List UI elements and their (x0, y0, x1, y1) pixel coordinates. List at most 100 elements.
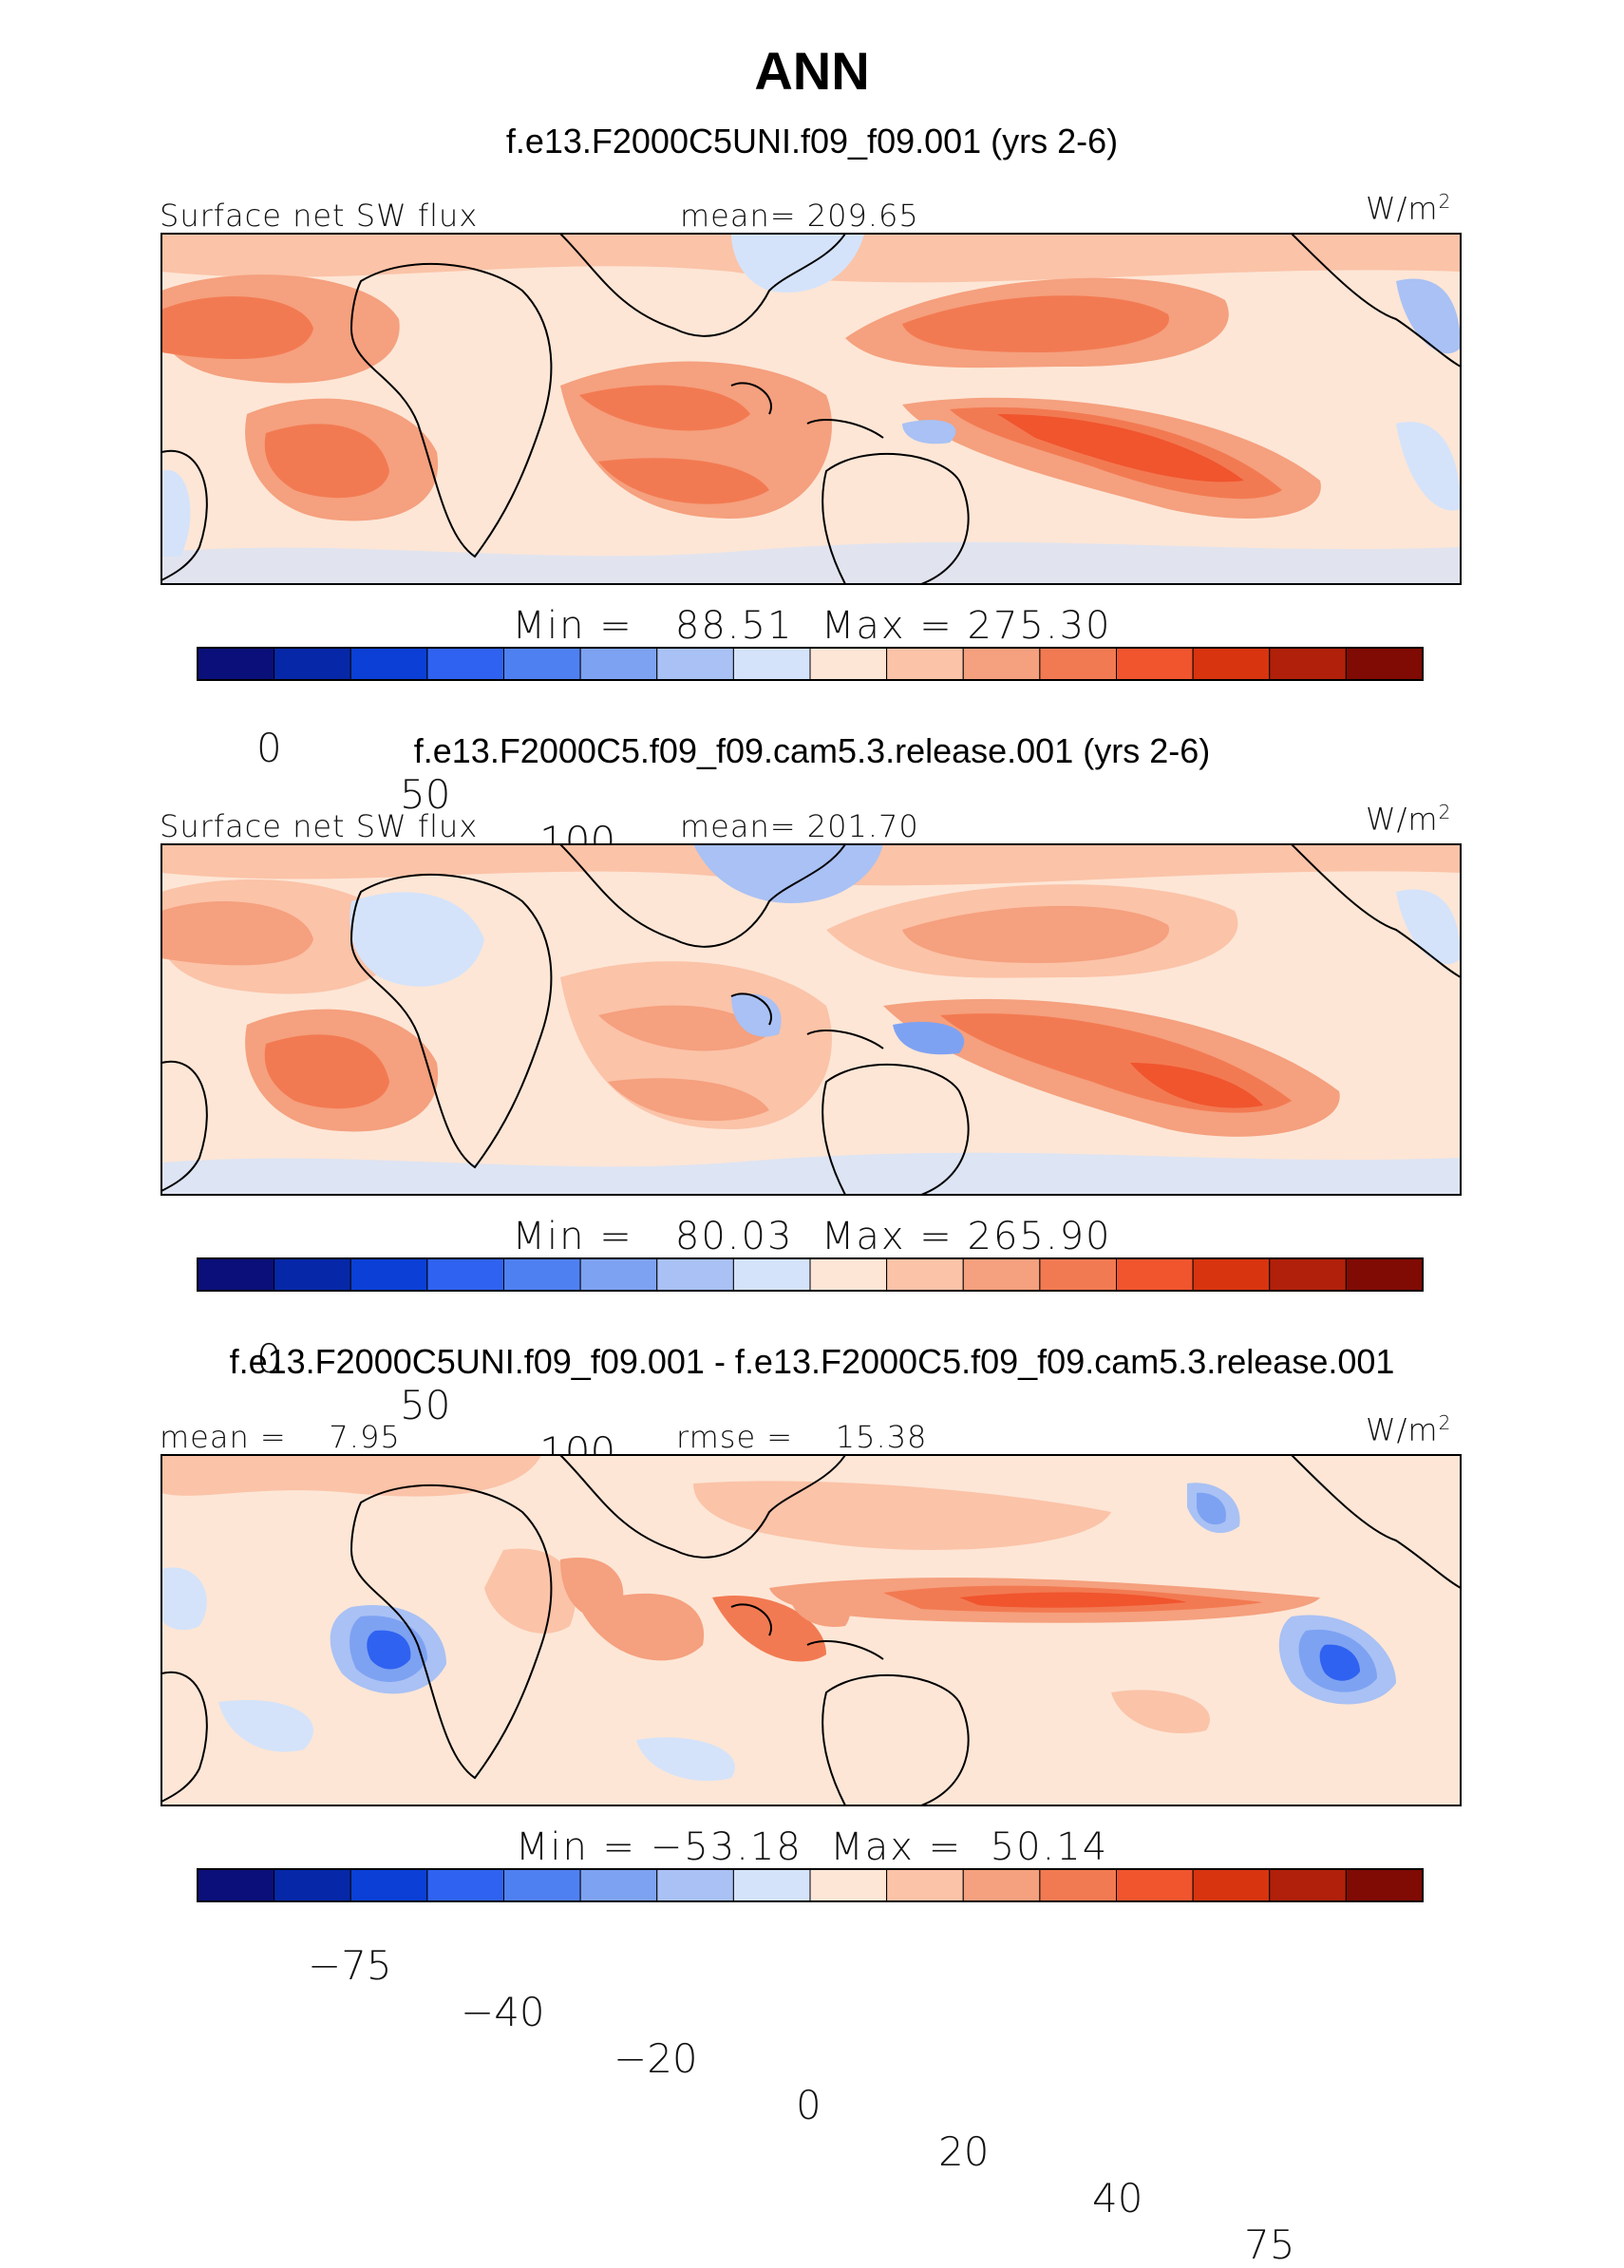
panel-2-case-title: f.e13.F2000C5.f09_f09.cam5.3.release.001… (413, 731, 1211, 770)
panel-3-units: W/m2 (1366, 1411, 1452, 1448)
colorbar-swatch (274, 1257, 351, 1292)
panel-3-tick-label: 0 (796, 2082, 821, 2128)
panel-2-units: W/m2 (1366, 801, 1452, 838)
colorbar-swatch (962, 647, 1041, 681)
maritime-continent-coastline (730, 1603, 884, 1660)
colorbar-swatch (274, 1868, 351, 1902)
africa-coastline (349, 1484, 553, 1780)
panel-3-mean-label: mean = 7.95 (160, 1419, 401, 1455)
colorbar-swatch (1269, 1257, 1347, 1292)
africa-coastline (349, 262, 553, 558)
colorbar-swatch (274, 647, 351, 681)
panel-3-tick-label: −40 (461, 1989, 545, 2035)
colorbar-swatch (732, 647, 811, 681)
panel-2-map (161, 843, 1462, 1196)
colorbar-swatch (503, 647, 581, 681)
panel-1-colorbar (197, 647, 1424, 681)
colorbar-swatch (426, 647, 504, 681)
panel-1-units: W/m2 (1366, 190, 1452, 227)
colorbar-frame (197, 1868, 1424, 1902)
colorbar-swatch (732, 1868, 811, 1902)
panel-3-tick-label: 75 (1244, 2221, 1295, 2268)
panel-3-colorbar-ticks: −75 −40 −20 0 20 40 75 (0, 1896, 1624, 2268)
colorbar-swatch (426, 1257, 504, 1292)
north-america-coastline (1291, 843, 1462, 978)
australia-coastline (821, 1673, 970, 1806)
panel-3-rmse-label: rmse = 15.38 (676, 1419, 928, 1455)
colorbar-swatch (886, 1257, 964, 1292)
colorbar-swatch (1039, 1257, 1117, 1292)
panel-2-colorbar-ticks: 0 50 100 150 200 240 280 320 (0, 1289, 1624, 1708)
colorbar-swatch (656, 647, 734, 681)
colorbar-swatch (1269, 647, 1347, 681)
colorbar-swatch (809, 647, 888, 681)
colorbar-swatch (1192, 647, 1271, 681)
panel-3-min-max: Min = −53.18 Max = 50.14 (515, 1825, 1109, 1869)
colorbar-swatch (886, 647, 964, 681)
asia-coastline (559, 1454, 846, 1559)
panel-3-tick-label: −75 (308, 1942, 392, 1989)
panel-1-colorbar-ticks: 0 50 100 150 200 240 280 320 (0, 678, 1624, 1097)
map-frame (161, 843, 1462, 1196)
maritime-continent-coastline (730, 992, 884, 1049)
colorbar-swatch (1192, 1257, 1271, 1292)
panel-1-variable-label: Surface net SW flux (160, 198, 479, 234)
south-america-coastline (161, 1060, 208, 1192)
colorbar-swatch (349, 1257, 428, 1292)
colorbar-swatch (349, 647, 428, 681)
colorbar-swatch (1039, 1868, 1117, 1902)
panel-3-tick-label: 20 (938, 2128, 990, 2175)
panel-1-mean-label: mean= 209.65 (680, 198, 919, 234)
colorbar-swatch (732, 1257, 811, 1292)
panel-1-tick-label: 50 (400, 771, 451, 818)
colorbar-swatch (656, 1257, 734, 1292)
colorbar-swatch (197, 1257, 275, 1292)
colorbar-swatch (579, 647, 658, 681)
panel-2-colorbar (197, 1257, 1424, 1292)
panel-1-map (161, 233, 1462, 585)
asia-coastline (559, 233, 846, 337)
panel-3-tick-label: 40 (1092, 2175, 1143, 2221)
colorbar-swatch (579, 1257, 658, 1292)
australia-coastline (821, 1063, 970, 1196)
north-america-coastline (1291, 1454, 1462, 1589)
panel-2-variable-label: Surface net SW flux (160, 808, 479, 844)
panel-3-case-title: f.e13.F2000C5UNI.f09_f09.001 - f.e13.F20… (229, 1342, 1395, 1381)
africa-coastline (349, 873, 553, 1169)
colorbar-swatch (1116, 1257, 1194, 1292)
south-america-coastline (161, 449, 208, 581)
colorbar-swatch (1345, 647, 1424, 681)
colorbar-swatch (579, 1868, 658, 1902)
colorbar-swatch (809, 1257, 888, 1292)
maritime-continent-coastline (730, 382, 884, 439)
colorbar-swatch (503, 1257, 581, 1292)
panel-3-tick-label: −20 (614, 2035, 698, 2082)
panel-2-mean-label: mean= 201.70 (680, 808, 919, 844)
north-america-coastline (1291, 233, 1462, 368)
colorbar-swatch (886, 1868, 964, 1902)
colorbar-swatch (809, 1868, 888, 1902)
panel-1-case-title: f.e13.F2000C5UNI.f09_f09.001 (yrs 2-6) (505, 122, 1119, 161)
colorbar-swatch (197, 1868, 275, 1902)
colorbar-swatch (1039, 647, 1117, 681)
colorbar-frame (197, 1257, 1424, 1292)
map-frame (161, 1454, 1462, 1806)
colorbar-swatch (349, 1868, 428, 1902)
map-frame (161, 233, 1462, 585)
panel-1-tick-label: 0 (256, 725, 282, 771)
colorbar-swatch (962, 1257, 1041, 1292)
asia-coastline (559, 843, 846, 948)
panel-2-min-max: Min = 80.03 Max = 265.90 (512, 1215, 1112, 1258)
south-america-coastline (161, 1671, 208, 1803)
colorbar-frame (197, 647, 1424, 681)
panel-1-min-max: Min = 88.51 Max = 275.30 (512, 604, 1112, 648)
colorbar-swatch (1345, 1257, 1424, 1292)
australia-coastline (821, 452, 970, 585)
panel-3-map (161, 1454, 1462, 1806)
panel-3-colorbar (197, 1868, 1424, 1902)
colorbar-swatch (1345, 1868, 1424, 1902)
panel-2-tick-label: 50 (400, 1382, 451, 1428)
figure-title: ANN (754, 41, 870, 101)
colorbar-swatch (197, 647, 275, 681)
colorbar-swatch (1116, 647, 1194, 681)
